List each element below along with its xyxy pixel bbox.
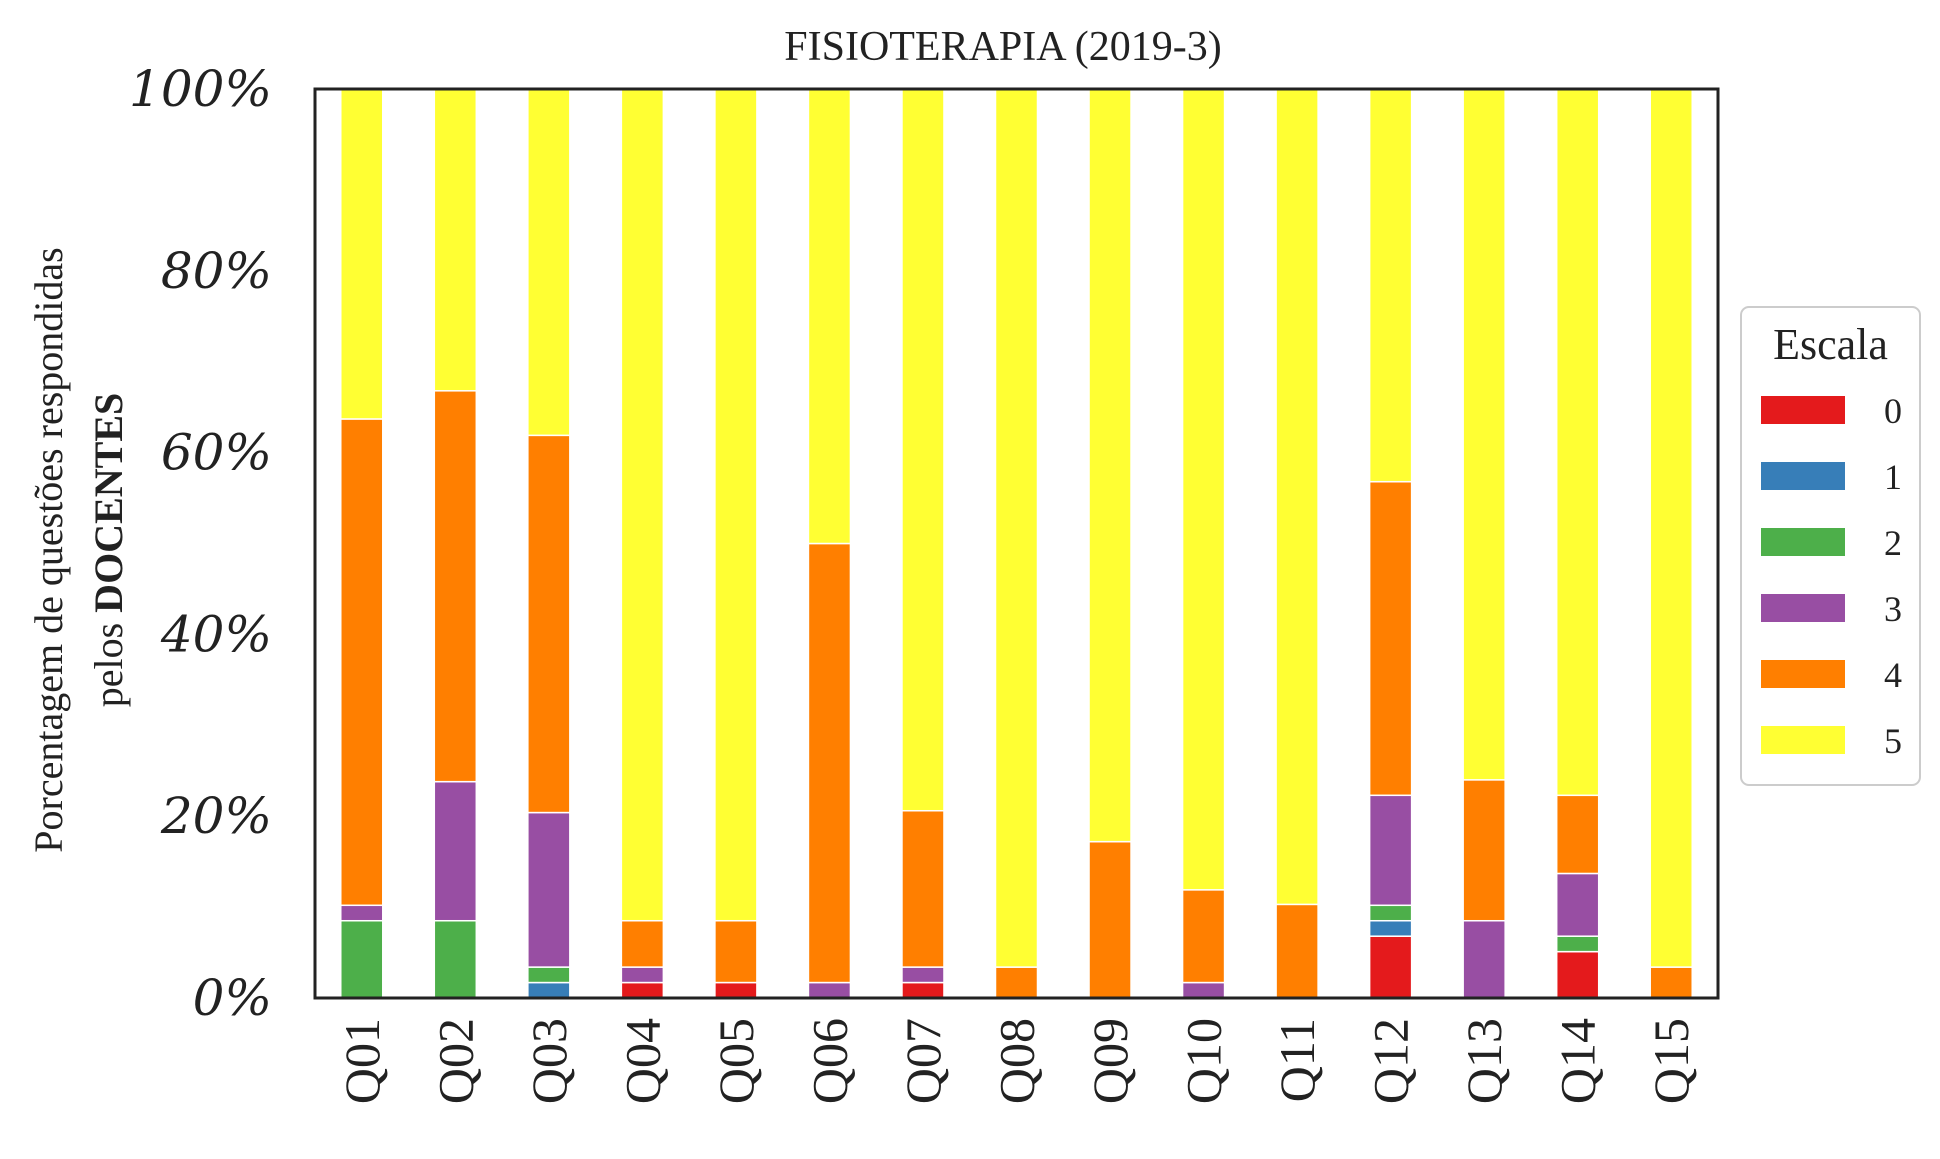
bar-segment-q08-escala-5 [994,88,1039,968]
bar-segment-q14-escala-0 [1555,950,1600,999]
legend-label-4: 4 [1884,655,1902,695]
y-axis-label-prefix: pelos [86,613,131,707]
legend-swatch-0 [1761,396,1845,424]
x-axis-ticks: Q01 Q02 Q03 Q04 Q05 Q06 Q07 Q08 Q09 Q10 Q11 Q12 Q13 Q… [334,1018,1699,1104]
bar-segment-q12-escala-3 [1368,794,1413,907]
bar-segment-q10-escala-3 [1181,981,1226,999]
y-tick-label-0: 0% [193,969,272,1027]
bar-segment-q01-escala-2 [340,919,384,999]
bar-segment-q14-escala-5 [1555,88,1600,797]
x-tick-label-q10: Q10 [1176,1018,1232,1104]
legend-title: Escala [1773,320,1888,369]
y-tick-label-20: 20% [160,787,272,845]
bar-segment-q14-escala-2 [1555,935,1600,953]
bar-segment-q06-escala-3 [807,981,852,999]
y-tick-label-60: 60% [161,424,272,482]
x-tick-label-q01: Q01 [334,1018,390,1104]
bar-segment-q02-escala-5 [433,88,478,392]
bar-segment-q12-escala-4 [1368,480,1413,797]
bar-segment-q09-escala-5 [1088,88,1132,843]
bar-segment-q14-escala-4 [1555,794,1600,875]
legend-swatch-3 [1761,594,1845,622]
bar-segment-q03-escala-3 [527,811,571,968]
bar-segment-q04-escala-4 [620,919,665,968]
bar-segment-q05-escala-4 [714,919,758,984]
y-axis-label-bold: DOCENTES [86,393,131,613]
bar-segment-q12-escala-5 [1368,88,1413,483]
bar-segment-q13-escala-5 [1462,88,1506,781]
bar-segment-q02-escala-3 [433,780,478,922]
bar-segment-q14-escala-3 [1555,872,1600,937]
bar-segment-q09-escala-4 [1088,840,1132,999]
legend-items: 0 1 2 3 4 5 [1761,391,1902,761]
bar-segment-q10-escala-4 [1181,889,1226,984]
bar-segment-q04-escala-3 [620,966,665,984]
x-tick-label-q06: Q06 [801,1018,857,1104]
legend-label-0: 0 [1884,391,1902,431]
bar-segment-q03-escala-4 [527,434,571,814]
legend-swatch-2 [1761,528,1845,556]
bar-segment-q12-escala-0 [1368,935,1413,999]
legend-label-2: 2 [1884,523,1902,563]
x-tick-label-q02: Q02 [427,1018,483,1104]
y-tick-label-100: 100% [129,60,272,118]
bar-segment-q12-escala-1 [1368,919,1413,937]
y-tick-label-40: 40% [160,605,272,663]
x-tick-label-q08: Q08 [989,1018,1045,1104]
bar-segment-q03-escala-1 [527,981,571,999]
chart-title: FISIOTERAPIA (2019-3) [784,24,1222,70]
legend-label-5: 5 [1884,721,1902,761]
plot-area [340,88,1693,999]
x-tick-label-q11: Q11 [1269,1018,1325,1102]
bar-segment-q15-escala-5 [1649,88,1693,968]
bar-segment-q01-escala-3 [340,904,384,922]
bar-segment-q06-escala-5 [807,88,852,545]
bar-segment-q08-escala-4 [994,966,1039,999]
bar-segment-q13-escala-3 [1462,919,1506,999]
bar-segment-q10-escala-5 [1181,88,1226,891]
bar-segment-q07-escala-4 [901,809,945,968]
legend-label-1: 1 [1884,457,1902,497]
bar-segment-q15-escala-4 [1649,966,1693,999]
bar-segment-q12-escala-2 [1368,904,1413,922]
bar-segment-q07-escala-0 [901,981,945,999]
y-axis-label-line2: pelos DOCENTES [86,393,131,708]
bar-segment-q02-escala-4 [433,390,478,783]
bar-segment-q02-escala-2 [433,919,478,999]
bar-segment-q05-escala-5 [714,88,758,922]
bar-segment-q13-escala-4 [1462,779,1506,922]
legend: Escala 0 1 2 3 4 5 [1740,306,1921,786]
x-tick-label-q07: Q07 [895,1018,951,1104]
bar-segment-q04-escala-0 [620,981,665,999]
bar-segment-q11-escala-5 [1275,88,1319,906]
x-tick-label-q14: Q14 [1550,1018,1606,1104]
bar-segment-q07-escala-3 [901,966,945,984]
x-tick-label-q12: Q12 [1363,1018,1419,1104]
bar-segment-q01-escala-4 [340,418,384,907]
x-tick-label-q04: Q04 [614,1018,670,1104]
bar-segment-q01-escala-5 [340,88,384,420]
y-axis-ticks: 0% 20% 40% 60% 80% 100% [129,60,272,1027]
bar-segment-q11-escala-4 [1275,903,1319,999]
x-tick-label-q05: Q05 [708,1018,764,1104]
x-tick-label-q13: Q13 [1456,1018,1512,1104]
x-tick-label-q09: Q09 [1082,1018,1138,1104]
legend-swatch-4 [1761,660,1845,688]
x-tick-label-q15: Q15 [1643,1018,1699,1104]
bar-segment-q03-escala-2 [527,966,571,984]
plot-frame [313,87,1720,1000]
bar-segment-q06-escala-4 [807,542,852,984]
bar-segment-q07-escala-5 [901,88,945,812]
legend-swatch-5 [1761,726,1845,754]
y-axis-label-line1: Porcentagem de questões respondidas [26,247,71,852]
bar-segment-q03-escala-5 [527,88,571,437]
y-tick-label-80: 80% [161,242,272,300]
bar-segment-q04-escala-5 [620,88,665,922]
y-axis-label: Porcentagem de questões respondidas pelo… [26,247,131,852]
bar-segment-q05-escala-0 [714,981,758,999]
legend-swatch-1 [1761,462,1845,490]
x-tick-label-q03: Q03 [521,1018,577,1104]
legend-label-3: 3 [1884,589,1902,629]
